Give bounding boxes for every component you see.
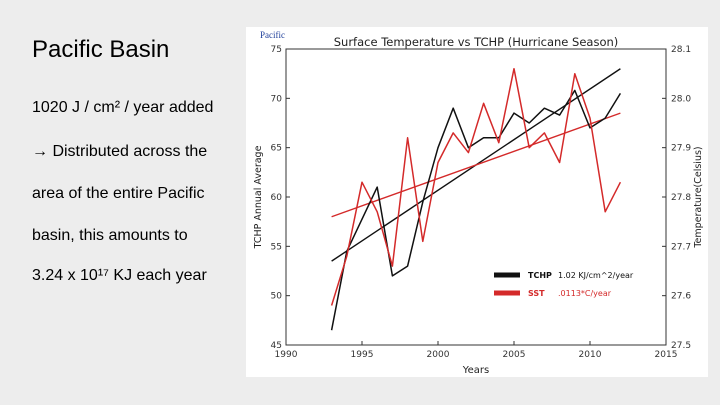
y-left-tick-label: 55 <box>271 242 282 252</box>
series-line-sst <box>330 67 622 306</box>
bullet-4: basin, this amounts to <box>32 227 188 244</box>
legend-label-tchp: TCHP <box>528 271 552 280</box>
bullet-1: 1020 J / cm² / year added <box>32 99 214 116</box>
y-right-tick-label: 28.1 <box>671 45 691 55</box>
figure-corner-label: Pacific <box>260 30 285 40</box>
y-left-tick-label: 50 <box>271 292 283 302</box>
slide-title: Pacific Basin <box>32 36 170 63</box>
y-right-tick-label: 27.6 <box>671 292 691 302</box>
y-axis-label-right: Temperature(Celsius) <box>693 146 704 248</box>
x-axis-label: Years <box>462 365 489 376</box>
bullet-2: → Distributed across the <box>32 143 208 160</box>
y-right-tick-label: 27.8 <box>671 193 691 203</box>
y-axis-label-left: TCHP Annual Average <box>253 145 264 249</box>
x-tick-label: 1990 <box>275 350 298 360</box>
bullet-3: area of the entire Pacific <box>32 185 205 202</box>
y-left-tick-label: 45 <box>271 341 282 351</box>
y-left-tick-label: 65 <box>271 144 282 154</box>
y-left-tick-label: 60 <box>271 193 283 203</box>
chart-title: Surface Temperature vs TCHP (Hurricane S… <box>334 35 619 49</box>
chart-figure: Pacific Surface Temperature vs TCHP (Hur… <box>246 27 708 377</box>
legend-rate-tchp: 1.02 KJ/cm^2/year <box>558 271 634 280</box>
y-right-tick-label: 27.7 <box>671 242 691 252</box>
x-tick-label: 2005 <box>503 350 526 360</box>
y-right-tick-label: 27.9 <box>671 144 691 154</box>
x-tick-label: 2000 <box>427 350 450 360</box>
series-line-tchp <box>330 89 622 331</box>
x-tick-label: 2015 <box>655 350 678 360</box>
y-right-tick-label: 28.0 <box>671 94 691 104</box>
chart-svg: Surface Temperature vs TCHP (Hurricane S… <box>253 35 704 376</box>
legend-label-sst: SST <box>528 289 545 298</box>
x-tick-label: 1995 <box>351 350 374 360</box>
x-tick-label: 2010 <box>579 350 602 360</box>
plot-frame <box>285 48 667 346</box>
y-left-tick-label: 75 <box>271 45 282 55</box>
legend-rate-sst: .0113*C/year <box>558 289 612 298</box>
y-left-tick-label: 70 <box>271 94 283 104</box>
bullet-5: 3.24 x 10¹⁷ KJ each year <box>32 267 207 284</box>
y-right-tick-label: 27.5 <box>671 341 691 351</box>
